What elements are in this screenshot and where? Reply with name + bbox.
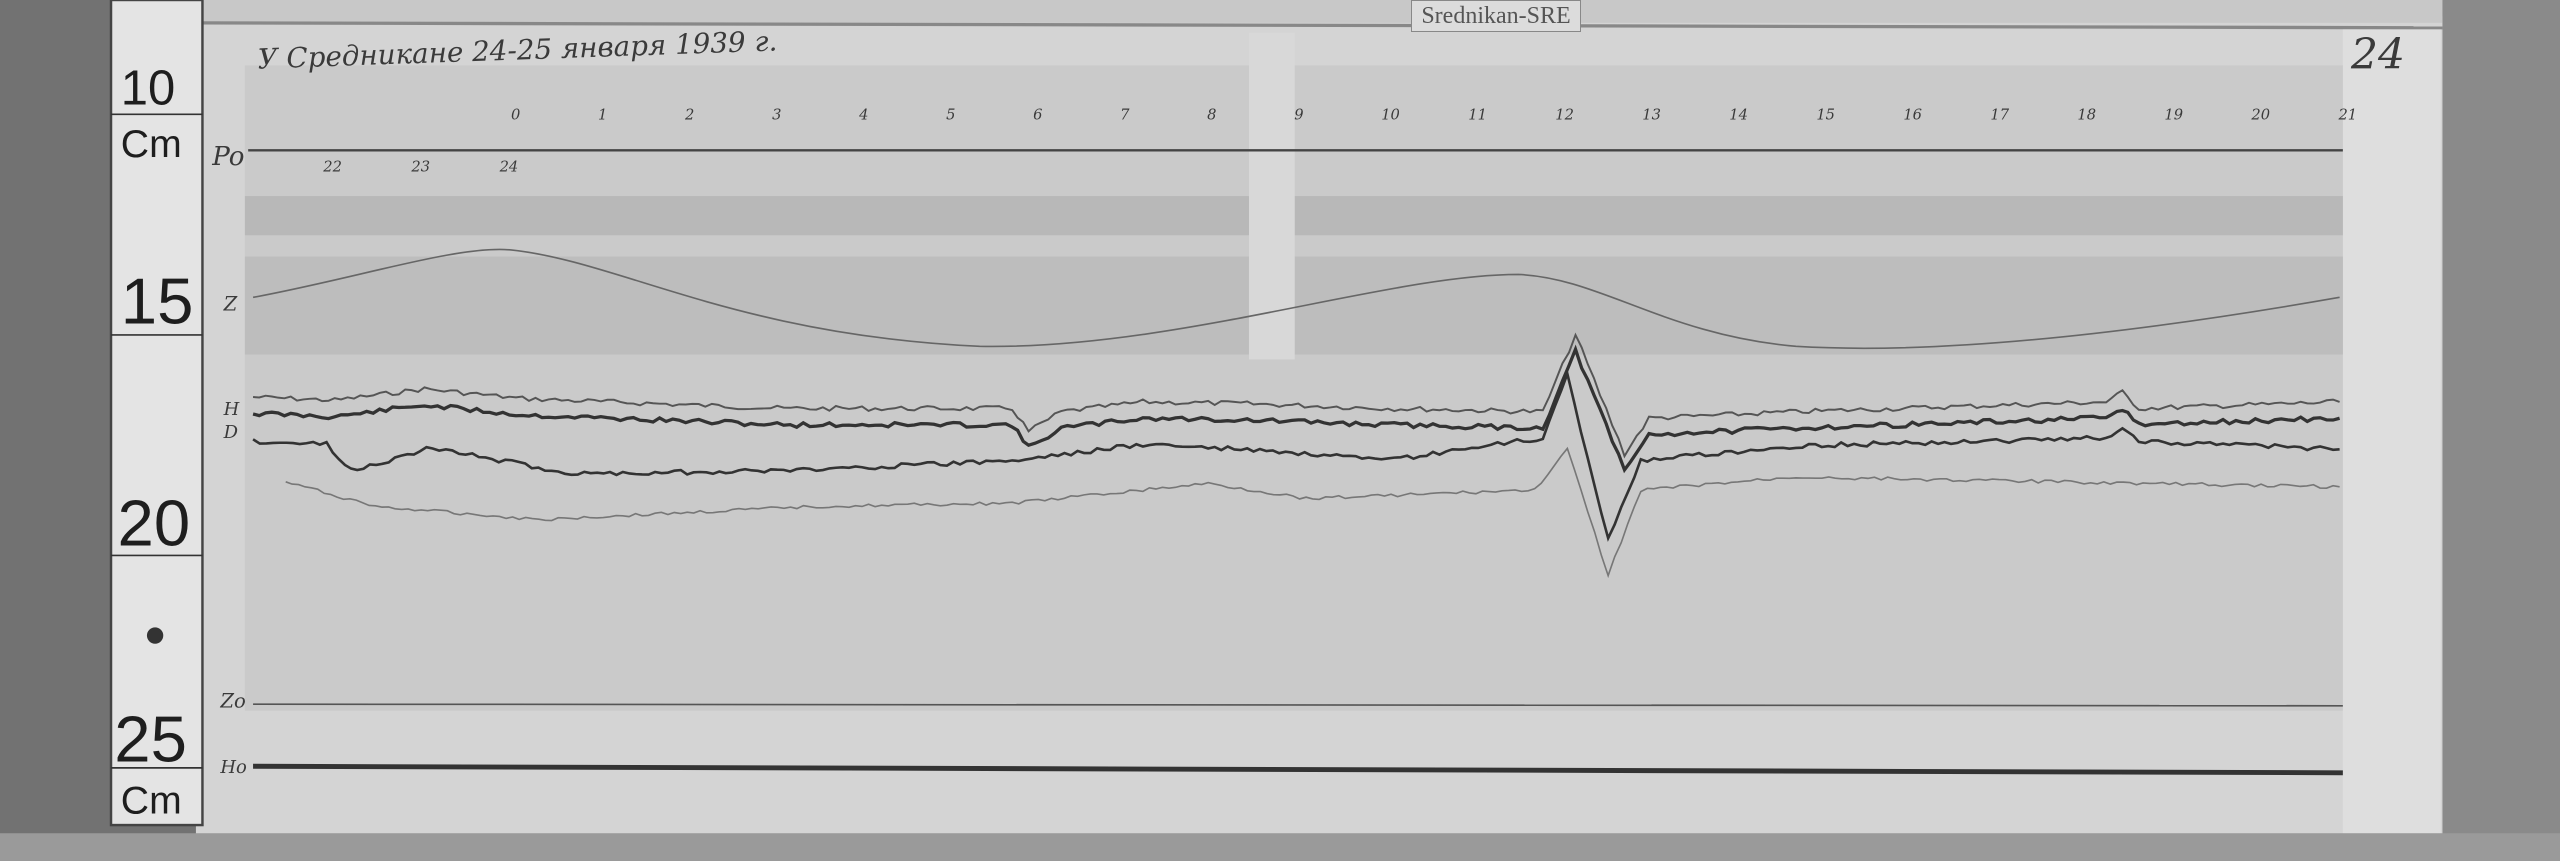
trace-d: [252, 369, 2340, 542]
hour-tick-label: 9: [1294, 106, 1303, 123]
trace-h-upper: [252, 332, 2340, 459]
sheet-edge-line: [195, 21, 2443, 30]
background-board: [2440, 0, 2560, 861]
label-ho: Ho: [219, 757, 247, 778]
ruler-mark-25: 25: [114, 702, 187, 775]
hour-tick-label: 0: [511, 106, 520, 123]
hour-tick-label: 24: [499, 159, 519, 176]
hour-tick-label: 2: [684, 106, 694, 123]
band-2b: [1294, 256, 2343, 355]
baseline-zo: [253, 703, 2343, 707]
ruler-strip: [109, 0, 204, 827]
hour-tick-label: 8: [1207, 106, 1216, 123]
hour-ticks-bottom: 22 23 24: [322, 159, 518, 176]
hour-tick-label: 18: [2077, 106, 2096, 123]
hour-tick-label: 1: [598, 106, 607, 123]
hour-tick-label: 4: [858, 106, 868, 123]
hour-tick-label: 5: [946, 106, 955, 123]
sheet-number: 24: [2350, 31, 2405, 80]
hour-tick-label: 20: [2250, 106, 2270, 123]
hour-tick-label: 22: [322, 159, 342, 176]
hour-tick-label: 10: [1381, 106, 1400, 123]
ruler-mark-15: 15: [121, 264, 194, 337]
band-2a: [244, 256, 1249, 355]
hour-tick-label: 13: [1642, 106, 1661, 123]
label-zo: Zo: [219, 689, 245, 712]
hour-ticks-top: 0 1 2 3 4 5 6 7 8 9 10 11 12 13 14 15 16 17 18 19 20 21: [511, 106, 2357, 123]
ruler-mark-10: 10: [121, 62, 175, 116]
baseline-ho: [253, 763, 2343, 776]
gap: [1248, 32, 1295, 360]
bottom-edge: [0, 833, 2560, 861]
hour-tick-label: 23: [410, 159, 430, 176]
label-h: H: [223, 399, 240, 420]
hour-tick-label: 14: [1729, 106, 1748, 123]
hour-tick-label: 11: [1468, 106, 1487, 123]
band-1a: [244, 196, 1249, 236]
hour-tick-label: 6: [1033, 106, 1042, 123]
trace-lower: [285, 446, 2340, 579]
hour-tick-label: 3: [772, 106, 781, 123]
trace-h: [252, 344, 2341, 474]
label-z: Z: [223, 292, 238, 315]
hour-tick-label: 12: [1555, 106, 1574, 123]
hour-tick-label: 21: [2337, 106, 2357, 123]
hour-tick-label: 17: [1990, 106, 2009, 123]
ruler-mark-20: 20: [118, 487, 191, 560]
ruler-mark-cm-bottom: Cm: [121, 780, 182, 823]
paper-margin: [2342, 29, 2441, 847]
traces: [252, 248, 2341, 579]
hour-tick-label: 7: [1120, 106, 1130, 123]
band-1b: [1294, 196, 2343, 236]
upper-sheet-edge: [195, 0, 2443, 23]
ruler-hole: [146, 627, 164, 644]
hour-tick-label: 15: [1816, 106, 1835, 123]
trace-z: [252, 248, 2340, 350]
hour-tick-label: 19: [2164, 106, 2183, 123]
station-label-tag: Srednikan-SRE: [1411, 0, 1581, 32]
label-d: D: [223, 422, 238, 443]
hour-tick-label: 16: [1903, 106, 1922, 123]
label-po: Po: [211, 142, 244, 172]
ruler-mark-cm: Cm: [121, 123, 182, 166]
